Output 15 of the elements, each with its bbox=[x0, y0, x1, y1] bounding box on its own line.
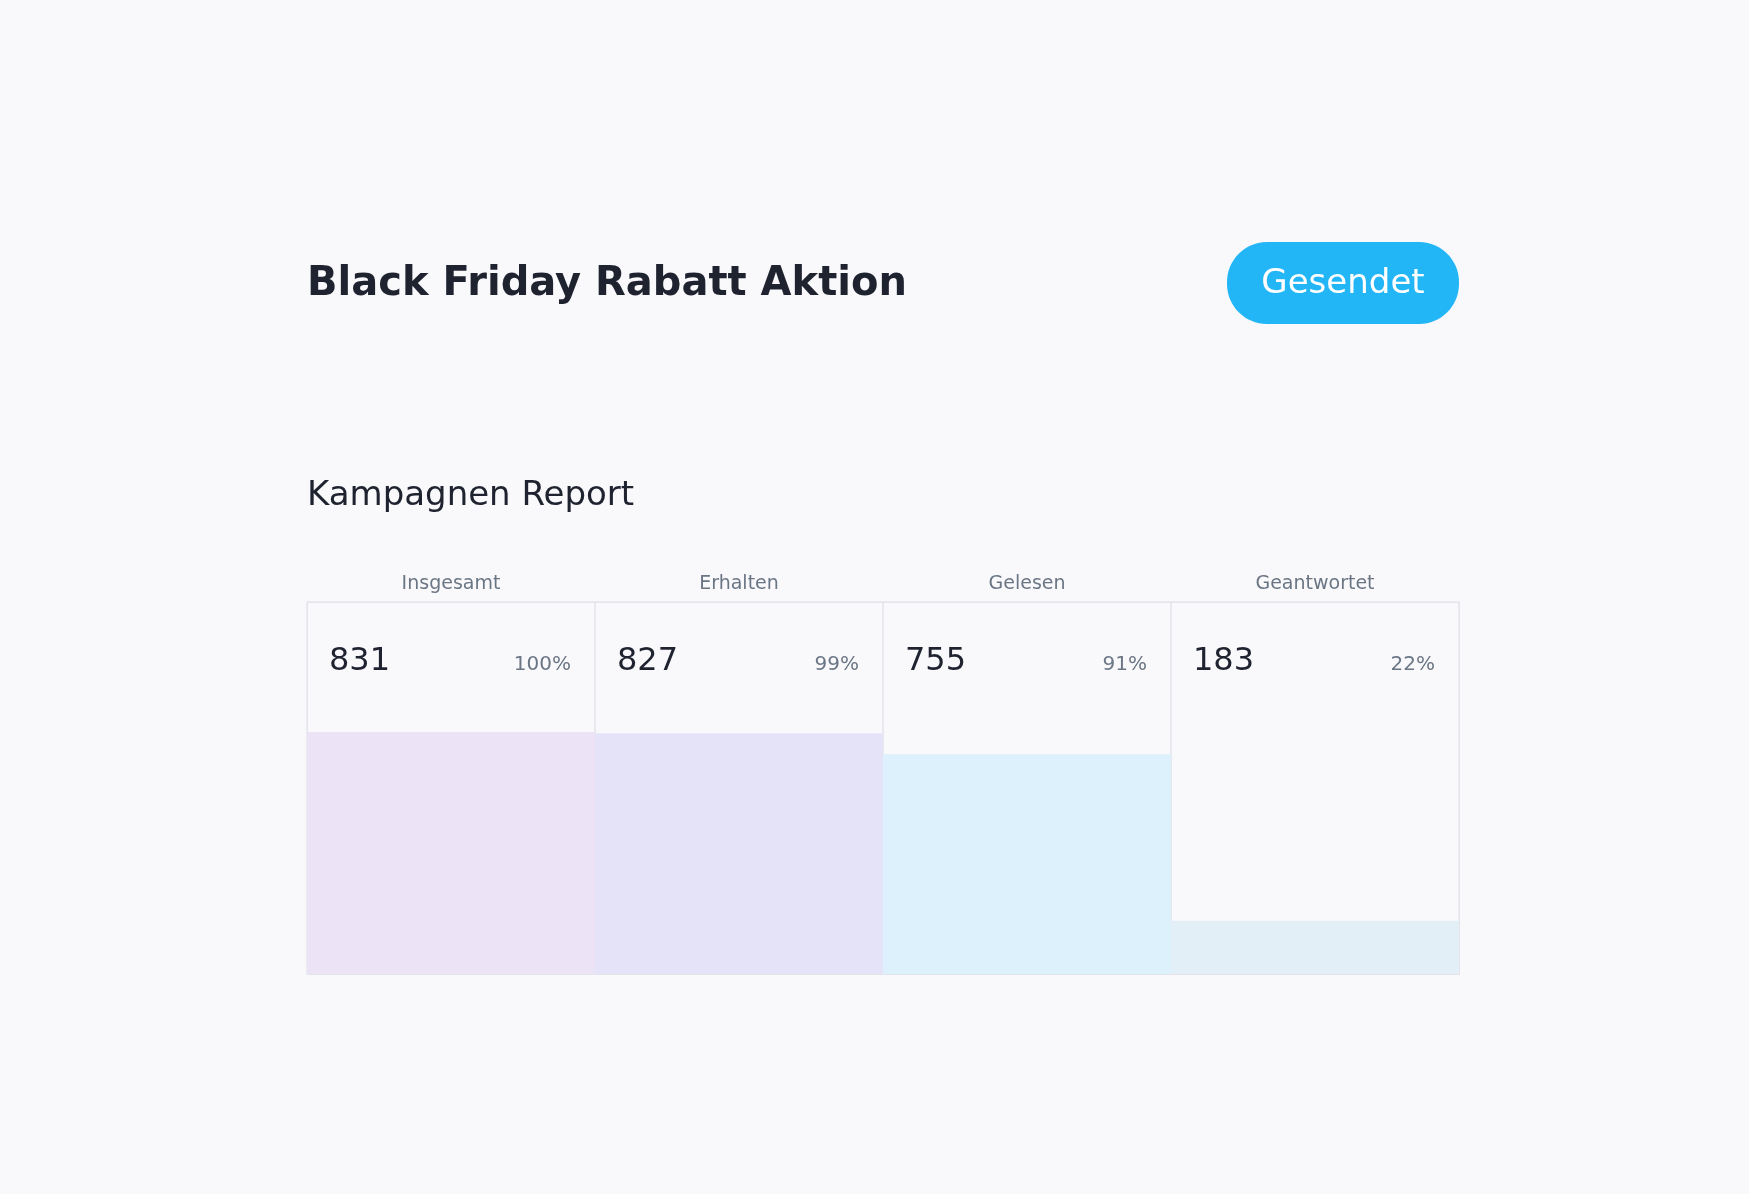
text: 99% bbox=[814, 651, 859, 675]
data-label: 183 bbox=[1193, 640, 1255, 678]
data-label: 831 bbox=[329, 640, 391, 678]
x-tick-label: Gelesen bbox=[988, 570, 1066, 593]
text: 100% bbox=[513, 651, 571, 675]
chart-subtitle: Kampagnen Report bbox=[307, 473, 635, 513]
text: Gesendet bbox=[1261, 261, 1425, 301]
x-tick-label: Insgesamt bbox=[401, 570, 501, 593]
chart-title: Black Friday Rabatt Aktion bbox=[307, 258, 907, 304]
x-tick-label: Geantwortet bbox=[1255, 570, 1375, 593]
data-label: 827 bbox=[617, 640, 679, 678]
text: 91% bbox=[1102, 651, 1147, 675]
x-tick-label: Erhalten bbox=[699, 570, 779, 593]
text: 22% bbox=[1390, 651, 1435, 675]
data-label: 755 bbox=[905, 640, 967, 678]
